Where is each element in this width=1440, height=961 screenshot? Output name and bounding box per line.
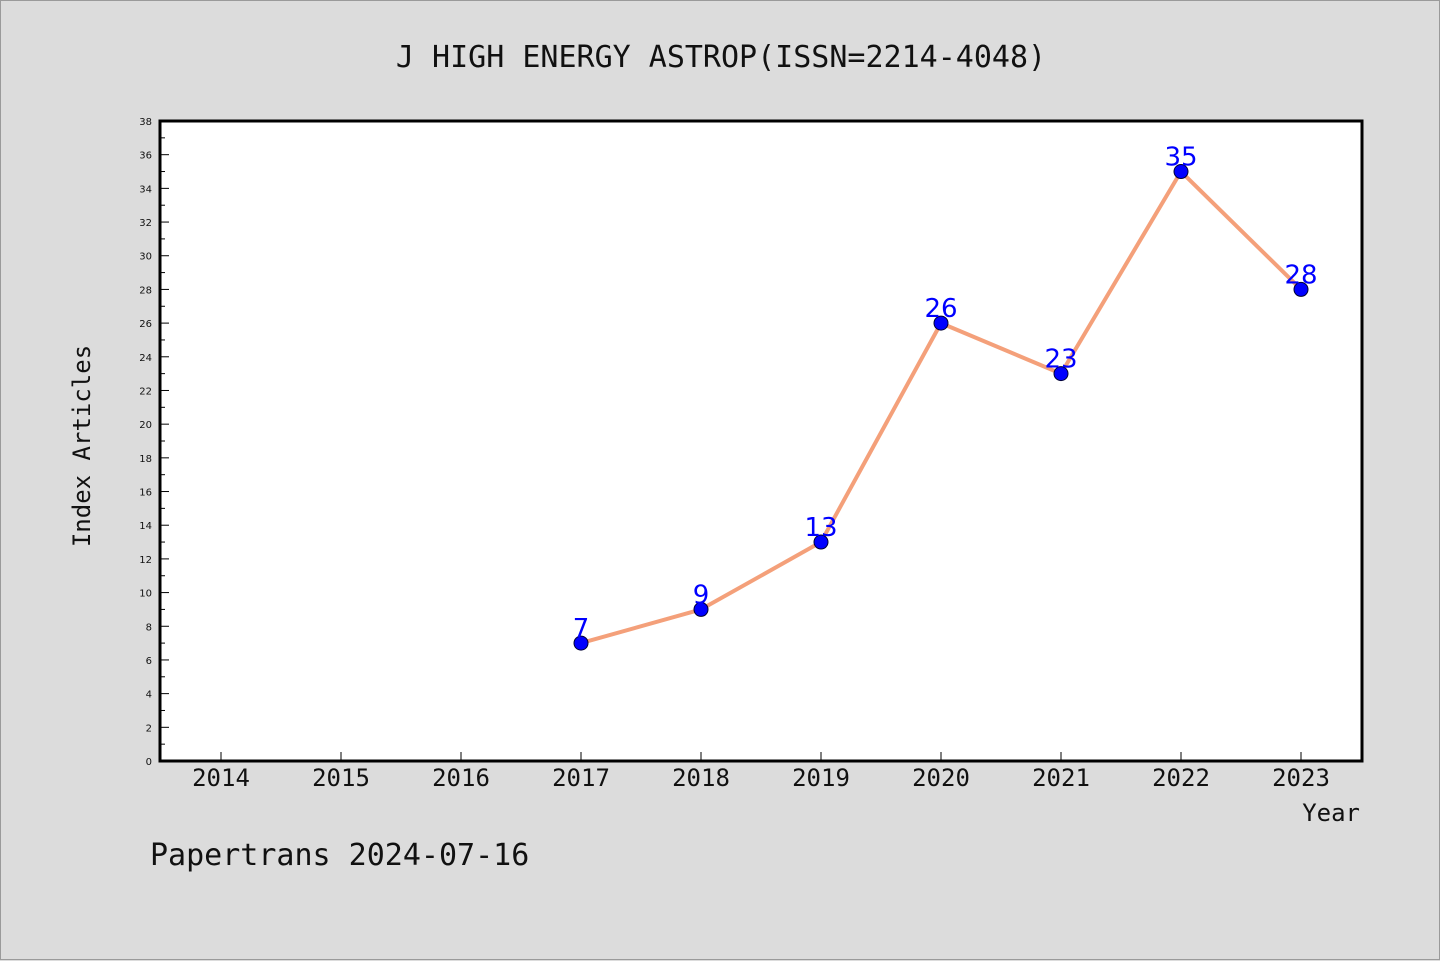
data-label: 23 <box>1044 345 1077 375</box>
y-tick-label: 12 <box>139 555 152 566</box>
y-tick-label: 8 <box>146 622 152 633</box>
x-tick-label: 2016 <box>432 764 490 792</box>
x-axis-title: Year <box>1302 799 1360 827</box>
x-tick-label: 2017 <box>552 764 610 792</box>
data-point <box>813 534 829 550</box>
footer-stamp: Papertrans 2024-07-16 <box>150 838 529 873</box>
y-axis-title: Index Articles <box>68 345 96 547</box>
y-tick-label: 34 <box>139 184 152 195</box>
y-tick-label: 16 <box>139 488 152 499</box>
x-tick-label: 2022 <box>1152 764 1210 792</box>
x-axis-tick-labels: 2014 2015 2016 2017 2018 2019 2020 2021 2022 2023 <box>192 764 1330 792</box>
x-tick-label: 2019 <box>792 764 850 792</box>
x-tick-label: 2018 <box>672 764 730 792</box>
x-tick-label: 2020 <box>912 764 970 792</box>
chart-title: J HIGH ENERGY ASTROP(ISSN=2214-4048) <box>396 40 1046 75</box>
y-tick-label: 4 <box>146 690 152 701</box>
x-tick-label: 2021 <box>1032 764 1090 792</box>
y-tick-label: 28 <box>139 285 152 296</box>
data-label: 9 <box>693 580 710 610</box>
y-tick-label: 10 <box>139 589 152 600</box>
data-label: 35 <box>1164 143 1197 173</box>
data-point <box>1293 281 1309 297</box>
y-tick-label: 6 <box>146 656 152 667</box>
data-point <box>693 601 709 617</box>
y-tick-label: 30 <box>139 252 152 263</box>
y-tick-label: 24 <box>139 353 152 364</box>
data-point <box>933 315 949 331</box>
data-label: 7 <box>573 614 590 644</box>
y-tick-label: 0 <box>146 757 152 768</box>
data-label: 26 <box>924 294 957 324</box>
data-label: 13 <box>804 513 837 543</box>
x-tick-label: 2015 <box>312 764 370 792</box>
data-label-layer: 7 9 13 26 23 35 28 <box>573 143 1318 645</box>
y-tick-label: 18 <box>139 454 152 465</box>
x-tick-label: 2023 <box>1272 764 1330 792</box>
x-tick-label: 2014 <box>192 764 250 792</box>
y-tick-label: 38 <box>139 117 152 128</box>
y-tick-label: 36 <box>139 151 152 162</box>
marker-layer <box>573 164 1309 651</box>
y-tick-label: 14 <box>139 521 152 532</box>
data-point <box>1053 366 1069 382</box>
data-point <box>1173 164 1189 180</box>
x-axis-ticks <box>220 752 1302 761</box>
y-tick-label: 26 <box>139 319 152 330</box>
y-tick-label: 2 <box>146 723 152 734</box>
y-tick-label: 20 <box>139 420 152 431</box>
y-axis-ticks <box>160 120 169 762</box>
plot-area <box>158 119 1364 763</box>
data-point <box>573 635 589 651</box>
data-label: 28 <box>1284 260 1317 290</box>
y-tick-label: 32 <box>139 218 152 229</box>
y-tick-label: 22 <box>139 386 152 397</box>
